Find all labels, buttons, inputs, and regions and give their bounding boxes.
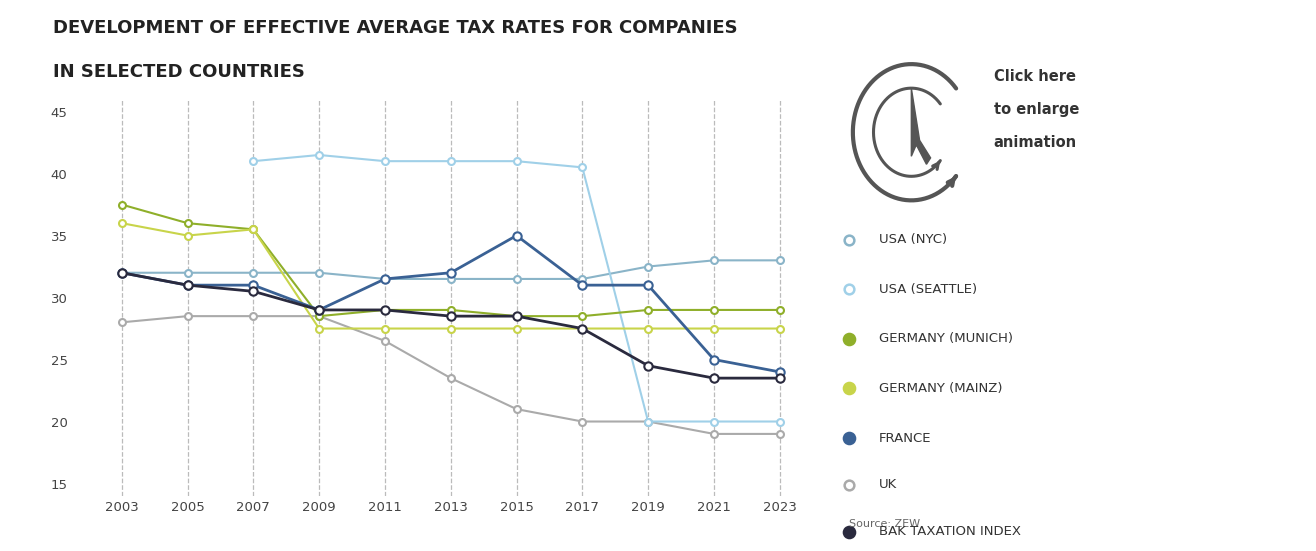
Text: USA (NYC): USA (NYC) [879, 233, 948, 246]
Text: FRANCE: FRANCE [879, 431, 932, 445]
Polygon shape [911, 88, 930, 164]
Text: GERMANY (MAINZ): GERMANY (MAINZ) [879, 382, 1003, 395]
Text: GERMANY (MUNICH): GERMANY (MUNICH) [879, 332, 1013, 345]
Text: animation: animation [994, 135, 1076, 150]
Text: USA (SEATTLE): USA (SEATTLE) [879, 283, 978, 296]
Text: Click here: Click here [994, 69, 1075, 84]
Text: BAK TAXATION INDEX: BAK TAXATION INDEX [879, 525, 1021, 538]
Text: DEVELOPMENT OF EFFECTIVE AVERAGE TAX RATES FOR COMPANIES: DEVELOPMENT OF EFFECTIVE AVERAGE TAX RAT… [53, 19, 737, 37]
Text: UK: UK [879, 478, 898, 491]
Text: Source: ZEW: Source: ZEW [849, 519, 920, 529]
Text: IN SELECTED COUNTRIES: IN SELECTED COUNTRIES [53, 63, 304, 82]
Text: to enlarge: to enlarge [994, 102, 1079, 117]
